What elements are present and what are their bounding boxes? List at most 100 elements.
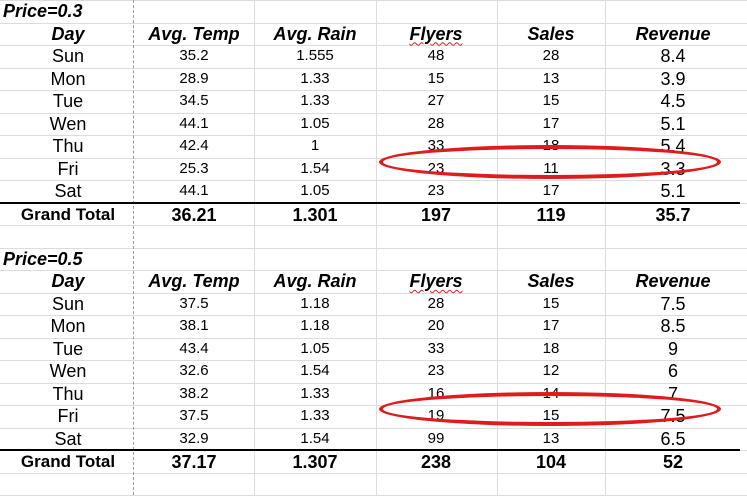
cell-revenue[interactable]: 7.5 (660, 293, 686, 314)
gridline-horizontal (0, 157, 747, 159)
cell-flyers[interactable]: 28 (427, 114, 445, 132)
cell-avg-temp[interactable]: 42.4 (179, 137, 209, 154)
cell-avg-temp[interactable]: 44.1 (179, 114, 209, 132)
cell-sales[interactable]: 17 (542, 114, 560, 132)
cell-revenue[interactable]: 8.4 (660, 46, 686, 66)
cell-sales[interactable]: 15 (542, 92, 560, 109)
cell-day[interactable]: Thu (52, 383, 84, 404)
cell-avg-temp[interactable]: 35.2 (179, 47, 209, 64)
total-revenue[interactable]: 52 (662, 452, 684, 472)
cell-sales[interactable]: 12 (542, 362, 560, 379)
cell-day[interactable]: Wen (49, 361, 87, 381)
cell-flyers[interactable]: 33 (427, 339, 445, 357)
cell-day[interactable]: Sun (51, 46, 85, 66)
cell-sales[interactable]: 17 (542, 182, 560, 199)
total-flyers[interactable]: 197 (420, 204, 452, 225)
cell-avg-rain[interactable]: 1.05 (300, 339, 330, 357)
cell-flyers[interactable]: 20 (427, 317, 445, 334)
cell-revenue[interactable]: 8.5 (660, 316, 686, 336)
cell-day[interactable]: Fri (57, 158, 79, 179)
total-avg-temp[interactable]: 36.21 (171, 204, 217, 225)
cell-avg-temp[interactable]: 37.5 (179, 294, 209, 312)
cell-avg-rain[interactable]: 1.33 (300, 92, 330, 109)
cell-sales[interactable]: 28 (542, 47, 560, 64)
cell-avg-rain[interactable]: 1.18 (300, 294, 330, 312)
cell-flyers[interactable]: 48 (427, 47, 445, 64)
cell-revenue[interactable]: 5.1 (660, 113, 686, 134)
cell-avg-temp[interactable]: 25.3 (179, 159, 209, 177)
cell-sales[interactable]: 18 (542, 339, 560, 357)
header-flyers[interactable]: Flyers (371, 270, 501, 293)
cell-avg-rain[interactable]: 1 (310, 137, 320, 154)
header-flyers[interactable]: Flyers (371, 23, 501, 46)
cell-avg-temp[interactable]: 43.4 (179, 339, 209, 357)
cell-avg-rain[interactable]: 1.05 (300, 114, 330, 132)
header-revenue[interactable]: Revenue (635, 23, 711, 44)
total-day[interactable]: Grand Total (20, 452, 116, 471)
section-title[interactable]: Price=0.3 (3, 1, 83, 21)
header-sales[interactable]: Sales (527, 23, 575, 44)
cell-revenue[interactable]: 6.5 (660, 428, 686, 449)
cell-revenue[interactable]: 5.1 (660, 181, 686, 201)
cell-day[interactable]: Tue (52, 91, 84, 111)
cell-avg-temp[interactable]: 37.5 (179, 407, 209, 424)
cell-day[interactable]: Thu (52, 136, 84, 156)
cell-avg-rain[interactable]: 1.54 (300, 362, 330, 379)
header-day[interactable]: Day (51, 271, 85, 291)
cell-revenue[interactable]: 7 (667, 383, 678, 404)
header-sales[interactable]: Sales (527, 271, 575, 291)
header-avg-temp[interactable]: Avg. Temp (148, 23, 240, 44)
cell-flyers[interactable]: 99 (427, 429, 445, 447)
cell-sales[interactable]: 15 (542, 294, 560, 312)
cell-day[interactable]: Sun (51, 293, 85, 314)
cell-avg-rain[interactable]: 1.33 (300, 407, 330, 424)
cell-avg-temp[interactable]: 32.9 (179, 429, 209, 447)
cell-flyers[interactable]: 23 (427, 362, 445, 379)
cell-flyers[interactable]: 28 (427, 294, 445, 312)
header-revenue[interactable]: Revenue (635, 271, 711, 291)
total-avg-rain[interactable]: 1.301 (292, 204, 338, 225)
header-avg-rain[interactable]: Avg. Rain (273, 23, 357, 44)
cell-day[interactable]: Mon (50, 316, 86, 336)
cell-revenue[interactable]: 6 (667, 361, 678, 381)
cell-avg-temp[interactable]: 32.6 (179, 362, 209, 379)
header-avg-rain[interactable]: Avg. Rain (273, 271, 357, 291)
cell-revenue[interactable]: 3.9 (660, 68, 686, 89)
cell-sales[interactable]: 13 (542, 429, 560, 447)
cell-avg-rain[interactable]: 1.33 (300, 384, 330, 402)
cell-avg-temp[interactable]: 38.2 (179, 384, 209, 402)
cell-avg-rain[interactable]: 1.33 (300, 69, 330, 87)
cell-revenue[interactable]: 4.5 (660, 91, 686, 111)
cell-avg-temp[interactable]: 44.1 (179, 182, 209, 199)
cell-avg-rain[interactable]: 1.54 (300, 159, 330, 177)
cell-day[interactable]: Tue (52, 338, 84, 359)
total-sales[interactable]: 104 (535, 452, 567, 472)
section-title[interactable]: Price=0.5 (3, 248, 83, 269)
cell-avg-rain[interactable]: 1.05 (300, 182, 330, 199)
cell-flyers[interactable]: 27 (427, 92, 445, 109)
cell-sales[interactable]: 13 (542, 69, 560, 87)
cell-avg-rain[interactable]: 1.555 (296, 47, 334, 64)
total-avg-temp[interactable]: 37.17 (171, 452, 217, 472)
total-flyers[interactable]: 238 (420, 452, 452, 472)
cell-avg-temp[interactable]: 38.1 (179, 317, 209, 334)
cell-revenue[interactable]: 9 (667, 338, 678, 359)
cell-avg-temp[interactable]: 28.9 (179, 69, 209, 87)
header-day[interactable]: Day (51, 23, 85, 44)
cell-flyers[interactable]: 23 (427, 182, 445, 199)
cell-day[interactable]: Fri (57, 406, 79, 426)
total-day[interactable]: Grand Total (20, 204, 116, 224)
cell-avg-temp[interactable]: 34.5 (179, 92, 209, 109)
total-avg-rain[interactable]: 1.307 (292, 452, 338, 472)
cell-day[interactable]: Wen (49, 113, 87, 134)
cell-avg-rain[interactable]: 1.54 (300, 429, 330, 447)
cell-day[interactable]: Sat (54, 181, 82, 201)
cell-avg-rain[interactable]: 1.18 (300, 317, 330, 334)
total-revenue[interactable]: 35.7 (655, 204, 691, 225)
cell-flyers[interactable]: 15 (427, 69, 445, 87)
header-avg-temp[interactable]: Avg. Temp (148, 271, 240, 291)
cell-sales[interactable]: 17 (542, 317, 560, 334)
total-sales[interactable]: 119 (536, 204, 566, 225)
cell-day[interactable]: Mon (50, 68, 86, 89)
cell-day[interactable]: Sat (54, 428, 82, 449)
